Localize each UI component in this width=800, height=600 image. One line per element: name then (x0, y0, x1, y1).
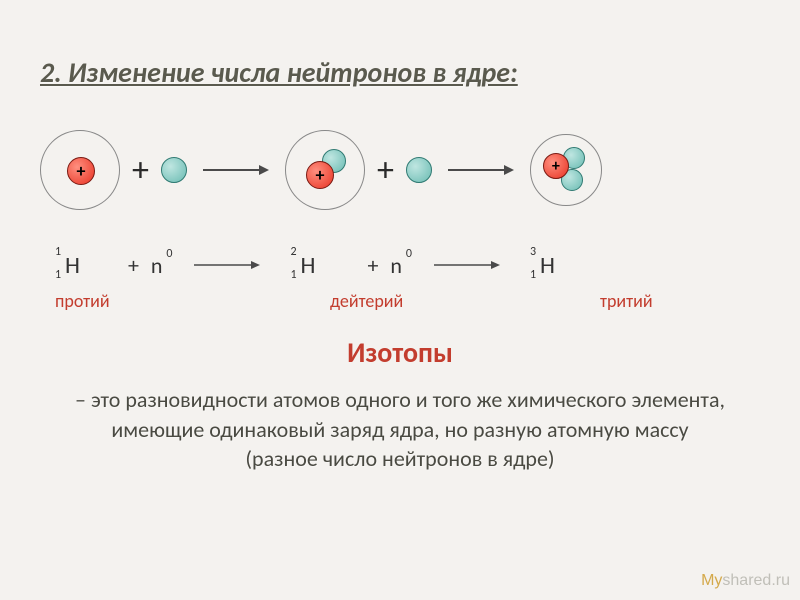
watermark-rest: shared.ru (722, 572, 790, 589)
arrow-icon (192, 257, 262, 273)
atom-3: + (530, 134, 602, 206)
arrow-icon (201, 160, 271, 180)
plus-sign: + (377, 150, 394, 191)
isotope-label: дейтерий (330, 290, 403, 312)
proton-icon: + (67, 157, 95, 185)
plus-sign: + (367, 252, 378, 279)
atom-1: + (40, 130, 120, 210)
plus-sign: + (132, 150, 149, 191)
isotopes-definition: – это разновидности атомов одного и того… (60, 385, 740, 474)
proton-icon: + (543, 153, 569, 179)
neutron-symbol: n0 (151, 252, 163, 279)
isotope-symbol-2: 21H (290, 251, 315, 280)
isotope-label: тритий (600, 290, 653, 312)
watermark-my: My (701, 572, 722, 589)
atom-2: + (285, 130, 365, 210)
section-title: 2. Изменение числа нейтронов в ядре: (40, 55, 518, 90)
neutron-icon (406, 157, 432, 183)
arrow-icon (446, 160, 516, 180)
formula-row: 11H + n0 21H + n0 31H (40, 245, 760, 285)
neutron-symbol: n0 (390, 252, 402, 279)
isotope-diagram: + + + + + (40, 125, 760, 215)
isotopes-heading: Изотопы (0, 335, 800, 370)
watermark: Myshared.ru (701, 572, 790, 590)
isotope-label: протий (55, 290, 110, 312)
isotope-symbol-3: 31H (530, 251, 555, 280)
isotope-symbol-1: 11H (55, 251, 80, 280)
neutron-icon (161, 157, 187, 183)
proton-icon: + (306, 161, 334, 189)
isotope-labels: протий дейтерий тритий (40, 290, 760, 314)
plus-sign: + (128, 252, 139, 279)
arrow-icon (432, 257, 502, 273)
